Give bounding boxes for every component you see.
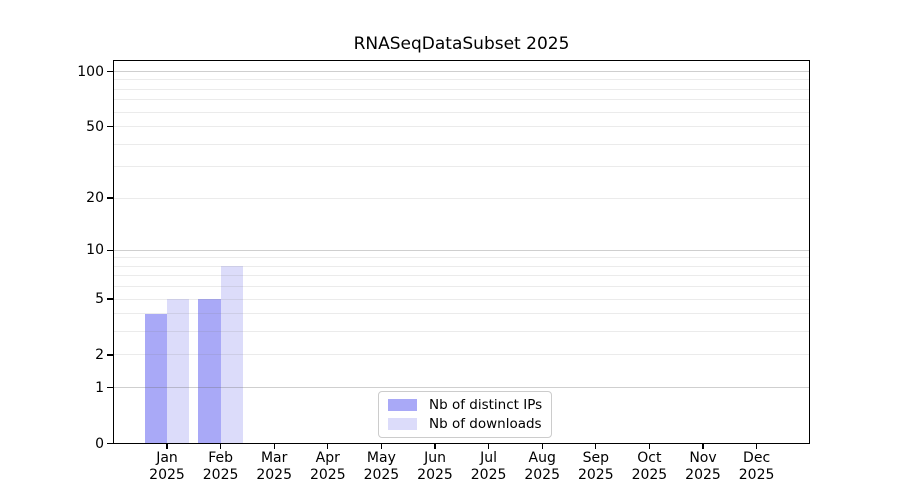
- year-label: 2025: [149, 466, 185, 483]
- gridline-minor: [113, 111, 810, 113]
- y-tick-mark: [107, 249, 113, 251]
- x-tick-mark: [595, 444, 597, 449]
- month-label: May: [366, 450, 396, 466]
- month-label: Apr: [315, 450, 340, 466]
- bar-downloads-feb: [220, 266, 243, 444]
- plot-area: 0 1 2 5 10 20 50 100 Jan 2025 Feb 2025 Mar 2025 Apr 202…: [77, 60, 810, 483]
- y-tick-label: 2: [95, 346, 104, 363]
- x-tick-mark: [541, 444, 543, 449]
- gridline-minor: [113, 265, 810, 267]
- x-tick-label-jun: Jun 2025: [407, 450, 463, 483]
- x-tick-label-oct: Oct 2025: [621, 450, 677, 483]
- legend-label-downloads: Nb of downloads: [429, 416, 542, 432]
- month-label: Jun: [424, 450, 446, 466]
- month-label: Mar: [260, 450, 288, 466]
- x-tick-label-sep: Sep 2025: [568, 450, 624, 483]
- x-tick-label-dec: Dec 2025: [729, 450, 785, 483]
- year-label: 2025: [685, 466, 721, 483]
- year-label: 2025: [202, 466, 239, 483]
- month-label: Sep: [582, 450, 609, 466]
- x-tick-mark: [702, 444, 704, 449]
- gridline-minor: [113, 257, 810, 259]
- x-tick-label-mar: Mar 2025: [246, 450, 302, 483]
- gridline-minor: [113, 88, 810, 90]
- y-tick-mark: [107, 197, 113, 199]
- y-tick-label: 1: [95, 379, 104, 396]
- month-label: Oct: [637, 450, 662, 466]
- gridline-minor: [113, 354, 810, 356]
- y-tick-label: 0: [95, 435, 104, 452]
- y-tick-mark: [107, 125, 113, 128]
- year-label: 2025: [470, 466, 507, 483]
- x-tick-label-aug: Aug 2025: [514, 450, 570, 483]
- x-tick-mark: [755, 444, 758, 449]
- legend-swatch-downloads: [388, 418, 417, 430]
- gridline-minor: [113, 331, 810, 333]
- gridline-minor: [113, 99, 810, 101]
- y-tick-label: 10: [86, 242, 104, 259]
- year-label: 2025: [524, 466, 560, 483]
- x-tick-mark: [434, 444, 436, 449]
- x-tick-label-jan: Jan 2025: [139, 450, 195, 483]
- month-label: Jan: [156, 450, 178, 466]
- year-label: 2025: [309, 466, 346, 483]
- legend: Nb of distinct IPs Nb of downloads: [378, 391, 553, 438]
- chart-title: RNASeqDataSubset 2025: [353, 34, 570, 54]
- y-tick-mark: [107, 442, 113, 445]
- x-tick-mark: [219, 444, 222, 449]
- x-tick-label-feb: Feb 2025: [193, 450, 249, 483]
- gridline-major: [113, 71, 810, 72]
- month-label: Jul: [480, 450, 498, 466]
- gridline-minor: [113, 166, 810, 168]
- legend-swatch-distinct-ips: [388, 399, 417, 411]
- legend-label-distinct-ips: Nb of distinct IPs: [429, 397, 543, 413]
- year-label: 2025: [577, 466, 614, 483]
- x-tick-label-nov: Nov 2025: [675, 450, 731, 483]
- bar-distinct-ips-jan: [144, 313, 167, 444]
- gridline-major: [113, 249, 810, 251]
- month-label: Feb: [208, 450, 233, 466]
- x-tick-mark: [487, 444, 490, 449]
- y-tick-mark: [107, 386, 113, 389]
- gridline-minor: [113, 143, 810, 145]
- legend-item-distinct-ips: Nb of distinct IPs: [388, 397, 542, 413]
- y-tick-label: 5: [95, 291, 104, 308]
- y-tick-mark: [107, 354, 113, 356]
- gridline-major: [113, 387, 810, 389]
- legend-item-downloads: Nb of downloads: [388, 416, 542, 432]
- y-tick-mark: [107, 70, 113, 73]
- x-tick-label-apr: Apr 2025: [300, 450, 356, 483]
- month-label: Nov: [689, 450, 717, 466]
- y-tick-label: 50: [86, 118, 104, 135]
- x-tick-label-jul: Jul 2025: [461, 450, 517, 483]
- year-label: 2025: [417, 466, 453, 483]
- bar-downloads-jan: [167, 299, 190, 444]
- year-label: 2025: [738, 466, 775, 483]
- x-tick-label-may: May 2025: [353, 450, 409, 483]
- gridline-minor: [113, 197, 810, 199]
- gridline-minor: [113, 286, 810, 288]
- year-label: 2025: [256, 466, 292, 483]
- year-label: 2025: [363, 466, 400, 483]
- x-tick-mark: [648, 444, 651, 449]
- y-tick-label: 100: [77, 63, 104, 80]
- y-tick-mark: [107, 298, 113, 300]
- x-tick-mark: [327, 444, 329, 449]
- month-label: Aug: [528, 450, 556, 466]
- gridline-minor: [113, 298, 810, 300]
- gridline-minor: [113, 275, 810, 277]
- bar-distinct-ips-feb: [198, 299, 221, 444]
- gridline-minor: [113, 126, 810, 128]
- gridline-minor: [113, 79, 810, 81]
- x-tick-mark: [380, 444, 383, 449]
- month-label: Dec: [743, 450, 771, 466]
- gridline-minor: [113, 313, 810, 315]
- y-tick-label: 20: [86, 190, 104, 207]
- x-tick-mark: [273, 444, 275, 449]
- year-label: 2025: [631, 466, 668, 483]
- x-tick-mark: [166, 444, 168, 449]
